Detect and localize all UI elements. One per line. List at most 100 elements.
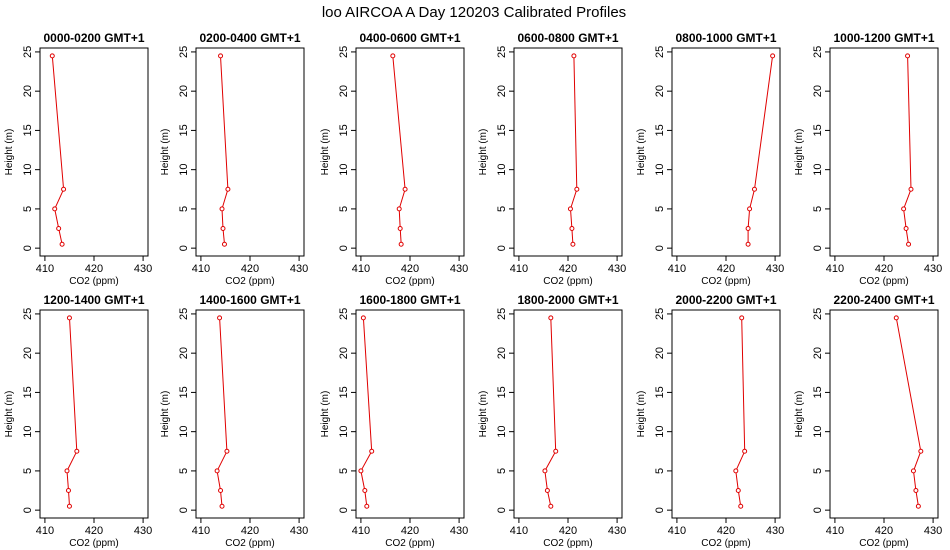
profile-point [742,448,748,454]
profile-panel: 1400-1600 GMT+1 410 420 430 CO2 (ppm) 0 5 10 15 2… [160,293,308,549]
y-tick-label: 25 [338,46,350,58]
x-axis-label: CO2 (ppm) [859,276,908,287]
y-tick-label: 20 [22,85,34,97]
profile-panel: 0200-0400 GMT+1 410 420 430 CO2 (ppm) 0 5 10 15 2… [160,31,308,287]
profile-line [220,55,229,245]
profile-point [221,241,227,247]
profile-point [770,53,776,59]
profile-panel: 2000-2200 GMT+1 410 420 430 CO2 (ppm) 0 5 10 15 2… [636,293,784,549]
profile-point [570,241,576,247]
x-tick-label: 410 [668,525,686,537]
panel-title: 1800-2000 GMT+1 [517,293,618,307]
y-tick-label: 15 [496,386,508,398]
y-tick-label: 20 [338,85,350,97]
y-tick-label: 5 [812,468,824,474]
y-tick-label: 15 [812,124,824,136]
y-tick-label: 10 [338,164,350,176]
x-tick-label: 430 [290,525,308,537]
x-tick-label: 420 [717,525,735,537]
y-tick-label: 10 [496,426,508,438]
profile-point [542,468,548,474]
profile-panel: 0000-0200 GMT+1 410 420 430 CO2 (ppm) 0 5 10 15 2… [4,31,152,287]
profile-point [59,241,65,247]
profile-point [217,315,223,321]
x-axis-label: CO2 (ppm) [69,276,118,287]
x-tick-label: 410 [36,263,54,275]
profile-point [745,226,751,232]
profile-point [390,53,396,59]
x-tick-label: 430 [608,263,626,275]
y-tick-label: 10 [22,426,34,438]
profile-point [369,448,375,454]
x-axis-label: CO2 (ppm) [543,276,592,287]
x-tick-label: 410 [826,263,844,275]
x-tick-label: 430 [450,525,468,537]
x-tick-label: 410 [510,263,528,275]
profile-point [571,53,577,59]
profile-point [218,488,224,494]
profile-point [915,503,921,509]
profile-point [544,488,550,494]
x-tick-label: 430 [608,525,626,537]
profile-line [216,317,228,507]
x-axis-label: CO2 (ppm) [385,538,434,549]
x-tick-label: 410 [352,525,370,537]
y-axis-label: Height (m) [794,129,805,176]
y-tick-label: 15 [178,386,190,398]
y-tick-label: 25 [812,46,824,58]
x-axis-label: CO2 (ppm) [69,538,118,549]
profile-point [735,488,741,494]
profile-point [567,206,573,212]
y-tick-label: 20 [812,85,824,97]
y-tick-label: 15 [178,124,190,136]
profile-point [751,186,757,192]
y-tick-label: 0 [654,245,666,251]
y-tick-label: 0 [496,507,508,513]
profile-point [52,206,58,212]
plot-frame [671,309,781,519]
profile-point [905,53,911,59]
profile-point [396,206,402,212]
y-tick-label: 10 [812,426,824,438]
profile-point [66,315,72,321]
x-tick-label: 420 [559,525,577,537]
x-tick-label: 430 [134,263,152,275]
y-tick-label: 15 [496,124,508,136]
x-tick-label: 410 [192,263,210,275]
profile-line [51,55,65,245]
profile-line [747,55,774,245]
profile-point [908,186,914,192]
y-tick-label: 5 [654,468,666,474]
profile-panel: 2200-2400 GMT+1 410 420 430 CO2 (ppm) 0 5 10 15 2… [794,293,942,549]
profile-point [397,226,403,232]
y-axis-label: Height (m) [478,129,489,176]
profile-point [49,53,55,59]
profile-line [392,55,406,245]
profile-point [574,186,580,192]
x-axis-label: CO2 (ppm) [385,276,434,287]
profile-panel: 1200-1400 GMT+1 410 420 430 CO2 (ppm) 0 5 10 15 2… [4,293,152,549]
y-tick-label: 10 [812,164,824,176]
panel-title: 2000-2200 GMT+1 [675,293,776,307]
plot-frame [195,47,305,257]
y-tick-label: 15 [812,386,824,398]
plot-frame [513,309,623,519]
x-tick-label: 420 [559,263,577,275]
y-tick-label: 5 [22,468,34,474]
y-tick-label: 10 [654,164,666,176]
y-tick-label: 0 [654,507,666,513]
x-axis-label: CO2 (ppm) [701,538,750,549]
profile-point [745,241,751,247]
y-tick-label: 10 [338,426,350,438]
x-tick-label: 420 [875,263,893,275]
y-tick-label: 20 [812,347,824,359]
y-tick-label: 0 [338,507,350,513]
y-tick-label: 5 [496,206,508,212]
x-tick-label: 420 [401,263,419,275]
panel-title: 1200-1400 GMT+1 [43,293,144,307]
y-tick-label: 0 [812,507,824,513]
y-tick-label: 20 [178,85,190,97]
y-tick-label: 10 [178,164,190,176]
profile-line [66,317,78,507]
